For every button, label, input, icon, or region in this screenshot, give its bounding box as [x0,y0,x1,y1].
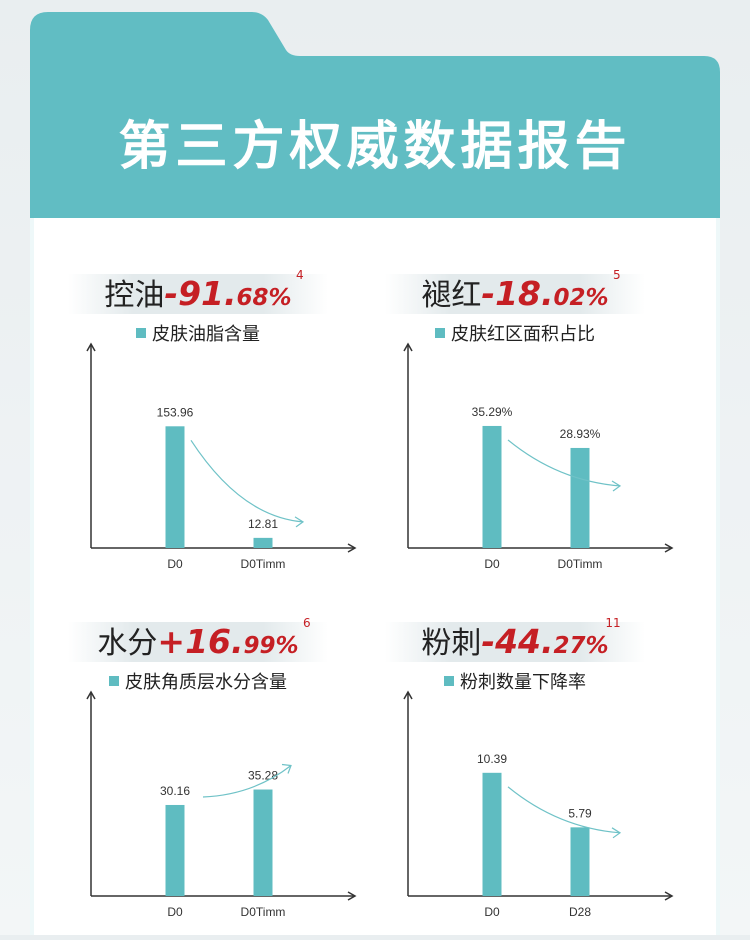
x-axis-arrow-icon [664,543,674,553]
x-tick-label: D0 [167,905,183,919]
footnote-marker: 6 [302,616,311,630]
headline-value: -18.02% [481,274,608,313]
y-axis-arrow-icon [403,342,413,352]
chart-legend: 皮肤红区面积占比 [350,320,680,346]
bar-value-label: 5.79 [568,806,592,820]
headline-value: -91.68% [164,274,291,313]
footnote-marker: 5 [612,268,621,282]
bar-chart: 30.16 D0 35.28 D0Timm [86,690,357,919]
y-axis-arrow-icon [403,690,413,700]
trend-arrowhead-icon [281,763,292,774]
legend-label: 皮肤角质层水分含量 [125,672,287,693]
chart-legend: 皮肤角质层水分含量 [33,668,363,694]
y-axis-arrow-icon [86,342,96,352]
bar-chart: 10.39 D0 5.79 D28 [403,690,674,919]
x-axis-arrow-icon [664,891,674,901]
chart-legend: 粉刺数量下降率 [350,668,680,694]
legend-swatch [136,328,146,338]
x-tick-label: D0Timm [558,557,603,571]
headline-sign: - [481,274,496,313]
bar-D0 [165,426,185,548]
headline-value: -44.27% [481,622,608,661]
bar-D0 [165,804,185,896]
bar-value-label: 10.39 [477,752,507,766]
page-title: 第三方权威数据报告 [118,117,632,177]
headline-value-main: 18. [495,274,554,313]
trend-arrowhead-icon [294,516,305,528]
card-background [30,12,720,935]
x-tick-label: D0 [167,557,183,571]
chart-legend: 皮肤油脂含量 [33,320,363,346]
legend-swatch [435,328,445,338]
trend-arrow-line [507,786,621,834]
x-tick-label: D0Timm [241,557,286,571]
bar-value-label: 30.16 [160,784,190,798]
legend-label: 皮肤油脂含量 [152,324,260,345]
bar-chart: 35.29% D0 28.93% D0Timm [403,342,674,571]
footnote-marker: 4 [295,268,304,282]
headline-value: +16.99% [157,622,298,661]
headline-value-main: 44. [495,622,554,661]
headline-label: 水分 [97,626,158,661]
bar-D0Timm [253,537,273,548]
headline-value-tail: 02% [553,285,609,311]
headline-sign: - [164,274,179,313]
headline-band [68,622,328,662]
headline-value-main: 91. [178,274,237,313]
headline-band [385,622,645,662]
headline-text: 控油-91.68% 4 [104,268,303,322]
headline-text: 粉刺-44.27% 11 [421,616,620,670]
headline-label: 控油 [104,278,165,313]
report-card: 第三方权威数据报告 [30,0,720,935]
trend-arrow-line [507,439,621,487]
panel-redness: 褪红-18.02% 5 皮肤红区面积占比 35.29% D0 28.93% D0Timm [350,268,680,592]
headline: 控油-91.68% 4 [33,268,363,316]
headline-band [385,274,645,314]
headline-label: 粉刺 [421,626,482,661]
x-tick-label: D0 [484,905,500,919]
headline-sign: - [481,622,496,661]
bar-D0Timm [570,447,590,548]
x-axis-arrow-icon [347,543,357,553]
bar-value-label: 35.28 [248,769,278,783]
bar-D0 [482,425,502,548]
bar-value-label: 35.29% [472,405,513,419]
panel-moisture: 水分+16.99% 6 皮肤角质层水分含量 30.16 D0 35.28 D0Timm [33,616,363,940]
legend-swatch [109,676,119,686]
x-axis-arrow-icon [347,891,357,901]
headline-text: 水分+16.99% 6 [97,616,310,670]
y-axis-arrow-icon [86,690,96,700]
bar-value-label: 153.96 [157,405,194,419]
trend-arrow-line [202,765,292,798]
footnote-marker: 11 [605,616,621,630]
headline-value-tail: 68% [236,285,292,311]
headline: 水分+16.99% 6 [33,616,363,664]
bar-value-label: 28.93% [560,427,601,441]
bar-D28 [570,827,590,896]
headline-sign: + [157,622,186,661]
headline-value-tail: 27% [553,633,609,659]
headline-text: 褪红-18.02% 5 [421,268,620,322]
x-tick-label: D28 [569,905,591,919]
headline-value-tail: 99% [243,633,299,659]
trend-arrow-line [190,439,304,523]
legend-label: 粉刺数量下降率 [460,672,586,693]
bar-D0 [482,772,502,896]
trend-arrowhead-icon [611,827,622,839]
legend-label: 皮肤红区面积占比 [451,324,595,345]
panel-oil-control: 控油-91.68% 4 皮肤油脂含量 153.96 D0 12.81 D0Timm [33,268,363,592]
headline-label: 褪红 [421,278,482,313]
trend-arrowhead-icon [611,480,622,492]
x-tick-label: D0 [484,557,500,571]
headline-band [68,274,328,314]
headline: 粉刺-44.27% 11 [350,616,680,664]
panel-acne: 粉刺-44.27% 11 粉刺数量下降率 10.39 D0 5.79 D28 [350,616,680,940]
bar-chart: 153.96 D0 12.81 D0Timm [86,342,357,571]
bar-D0Timm [253,789,273,896]
x-tick-label: D0Timm [241,905,286,919]
headline-value-main: 16. [185,622,244,661]
headline: 褪红-18.02% 5 [350,268,680,316]
bar-value-label: 12.81 [248,517,278,531]
legend-swatch [444,676,454,686]
